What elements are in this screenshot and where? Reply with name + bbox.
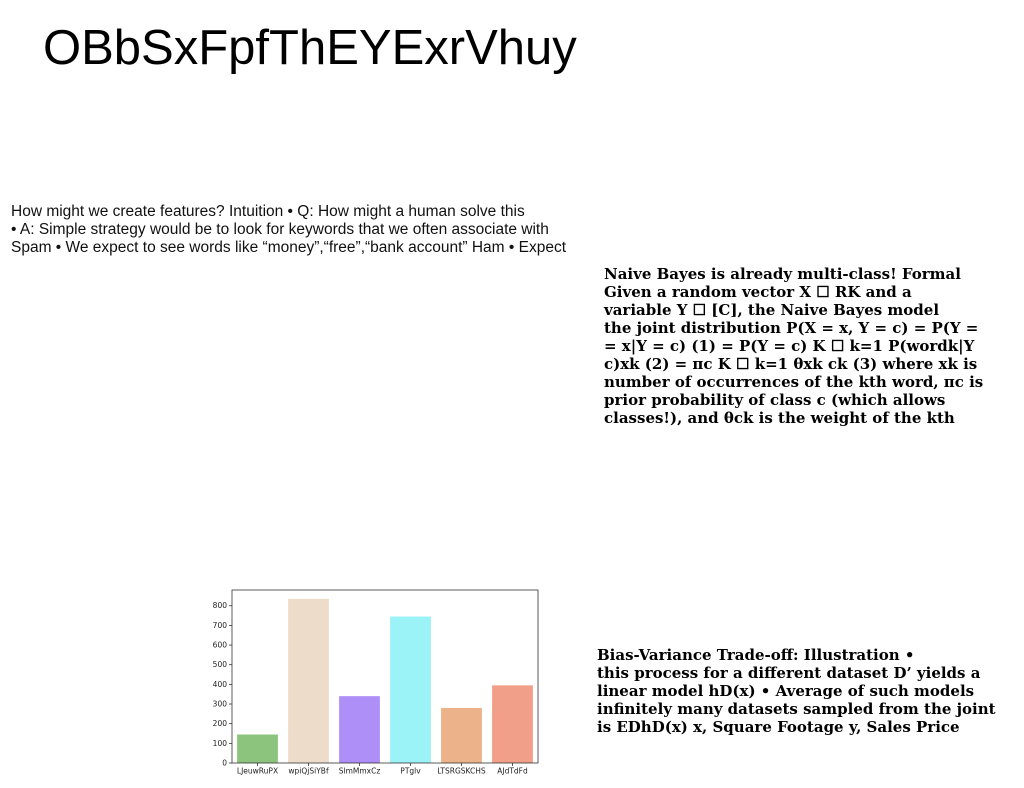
naive-bayes-text-block: Naive Bayes is already multi-class! Form… — [604, 265, 1016, 427]
bar — [492, 685, 533, 763]
features-text-block: How might we create features? Intuition … — [11, 203, 591, 257]
text-line: Spam • We expect to see words like “mone… — [11, 239, 567, 256]
bar — [390, 616, 431, 763]
y-tick-label: 800 — [213, 601, 228, 610]
text-line: number of occurrences of the kth word, π… — [604, 373, 984, 391]
bar — [288, 598, 329, 763]
text-line: linear model hD(x) • Average of such mod… — [597, 682, 975, 700]
text-line: the joint distribution P(X = x, Y = c) =… — [604, 319, 979, 337]
y-tick-label: 0 — [222, 759, 227, 768]
bias-variance-text-block: Bias-Variance Trade-off: Illustration • … — [597, 646, 1021, 736]
text-line: Given a random vector X ☐ RK and a — [604, 283, 912, 301]
plot-frame — [231, 589, 539, 764]
x-tick-label: LJeuwRuPX — [237, 767, 278, 776]
text-line: variable Y ☐ [C], the Naive Bayes model — [604, 301, 940, 319]
x-tick-label: AJdTdFd — [497, 767, 528, 776]
x-tick-label: wpiQjSiYBf — [288, 767, 329, 776]
bar — [237, 734, 278, 763]
text-line: c)xk (2) = πc K ☐ k=1 θxk ck (3) where x… — [604, 355, 978, 373]
text-line: How might we create features? Intuition … — [11, 203, 525, 220]
y-tick-label: 400 — [213, 680, 228, 689]
y-tick-label: 300 — [213, 700, 228, 709]
y-tick-label: 100 — [213, 739, 228, 748]
x-tick-label: LTSRGSKCHS — [437, 767, 486, 776]
bar — [441, 707, 482, 763]
y-tick-label: 500 — [213, 660, 228, 669]
text-line: • A: Simple strategy would be to look fo… — [11, 221, 549, 238]
y-tick-label: 600 — [213, 641, 228, 650]
text-line: this process for a different dataset D’ … — [597, 664, 981, 682]
x-tick-label: PTglv — [400, 767, 421, 776]
text-line: Naive Bayes is already multi-class! Form… — [604, 265, 961, 283]
x-tick-label: SlmMmxCz — [339, 767, 381, 776]
text-line: = x|Y = c) (1) = P(Y = c) K ☐ k=1 P(word… — [604, 337, 975, 355]
text-line: prior probability of class c (which allo… — [604, 391, 946, 409]
text-line: infinitely many datasets sampled from th… — [597, 700, 996, 718]
y-tick-label: 700 — [213, 621, 228, 630]
text-line: Bias-Variance Trade-off: Illustration • — [597, 646, 915, 664]
bar — [339, 696, 380, 763]
text-line: is EDhD(x) x, Square Footage y, Sales Pr… — [597, 718, 960, 736]
text-line: classes!), and θck is the weight of the … — [604, 409, 955, 427]
bar-chart: 0 100 200 300 400 500 600 700 800 LJeuwRuPX wpiQjS… — [213, 589, 539, 776]
y-tick-label: 200 — [213, 719, 228, 728]
page-title: OBbSxFpfThEYExrVhuy — [43, 21, 577, 75]
